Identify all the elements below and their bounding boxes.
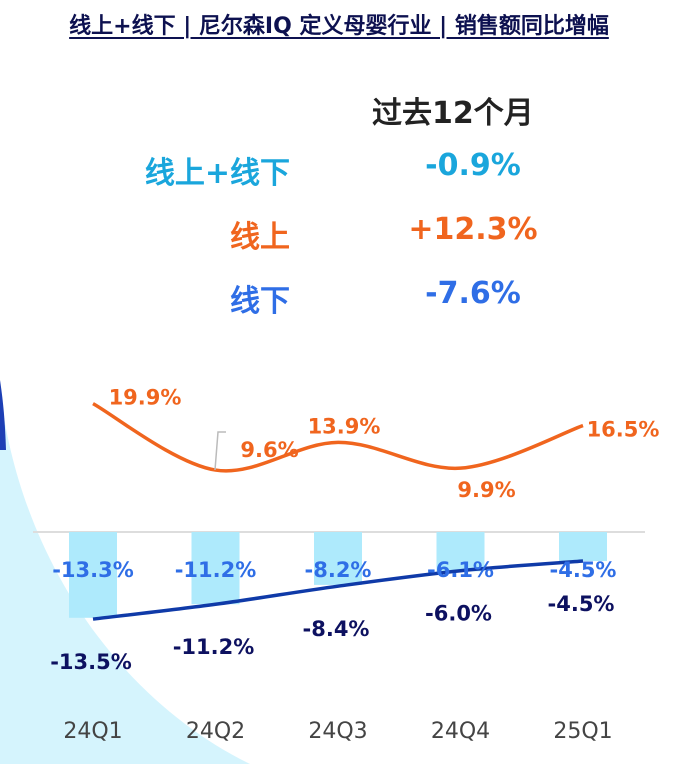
x-tick-label: 24Q4 (431, 719, 490, 744)
summary-header: 过去12个月 (372, 96, 534, 131)
online-label: 9.6% (240, 438, 298, 462)
offline-label: -4.5% (548, 592, 615, 616)
bar-24Q2 (191, 532, 240, 605)
leader-line (214, 431, 226, 471)
x-tick-label: 24Q2 (186, 719, 245, 744)
online-label: 13.9% (308, 414, 381, 438)
summary-label-total: 线上+线下 (144, 156, 290, 191)
online-line (92, 402, 584, 473)
online-label: 19.9% (109, 386, 182, 410)
bar-24Q4 (436, 532, 485, 572)
bar-label: -4.5% (550, 558, 617, 582)
x-tick-label: 24Q1 (63, 719, 122, 744)
bar-label: -13.3% (52, 558, 134, 582)
bar-24Q1 (69, 532, 117, 618)
summary-value-online: +12.3% (408, 212, 538, 247)
offline-line (92, 559, 584, 621)
summary-value-total: -0.9% (425, 148, 521, 183)
offline-label: -13.5% (50, 650, 132, 674)
offline-label: -8.4% (303, 617, 370, 641)
bar-25Q1 (559, 532, 607, 562)
summary-label-online: 线上 (230, 220, 290, 255)
offline-label: -11.2% (173, 635, 255, 659)
summary-value-offline: -7.6% (425, 276, 521, 311)
bar-label: -6.1% (427, 558, 494, 582)
online-label: 16.5% (587, 418, 660, 442)
page-title: 线上+线下 | 尼尔森IQ 定义母婴行业 | 销售额同比增幅 (69, 14, 609, 39)
bar-label: -11.2% (175, 558, 257, 582)
online-label: 9.9% (457, 478, 515, 502)
x-tick-label: 24Q3 (308, 719, 367, 744)
bar-label: -8.2% (305, 558, 372, 582)
summary-label-offline: 线下 (230, 284, 290, 319)
bar-24Q3 (314, 532, 362, 585)
offline-label: -6.0% (425, 602, 492, 626)
x-tick-label: 25Q1 (553, 719, 612, 744)
